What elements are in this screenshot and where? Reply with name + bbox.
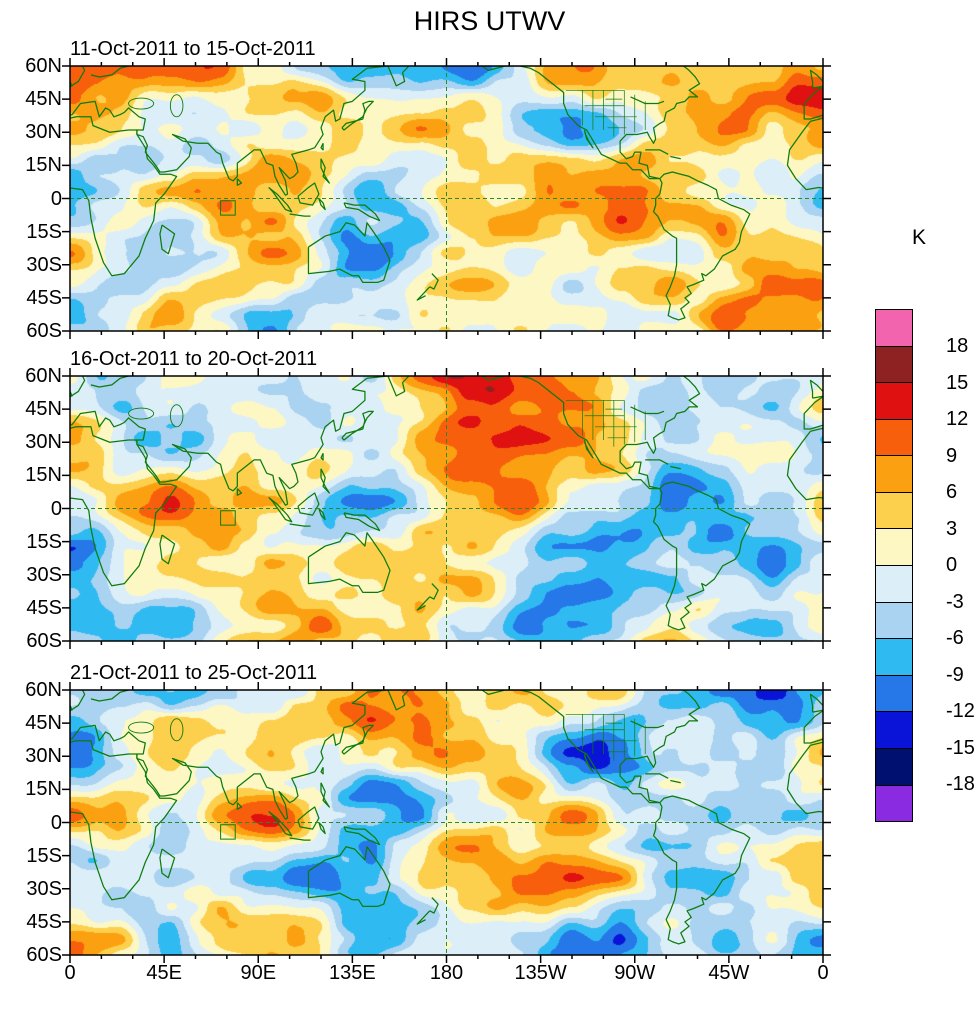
colorbar-swatch: [875, 674, 913, 713]
lat-tick-label: 60S: [26, 944, 62, 966]
lat-axis-labels: 60N 45N 30N 15N 0 15S 30S 45S 60S: [6, 365, 62, 652]
lat-tick-label: 60N: [25, 365, 62, 387]
lon-tick-label: 90W: [614, 962, 656, 984]
colorbar-tick-label: 6: [946, 481, 958, 503]
colorbar-swatch: [875, 455, 913, 493]
colorbar-tick-label: -9: [946, 663, 964, 686]
colorbar-tick-label: 9: [946, 444, 958, 467]
lat-tick-label: 0: [50, 497, 62, 520]
panel-date-label: 11-Oct-2011 to 15-Oct-2011: [70, 38, 316, 60]
lon-tick-label: 0: [64, 962, 76, 984]
map-plot: 60N 45N 30N 15N 0 15S 30S 45S 60S: [25, 55, 831, 342]
lat-tick-label: 0: [50, 811, 62, 834]
lat-tick-label: 30N: [25, 121, 62, 144]
colorbar-swatch: [875, 747, 913, 786]
map-plot: 60N 45N 30N 15N 0 15S 30S 45S 60S: [25, 679, 831, 966]
lat-tick-label: 45N: [25, 712, 62, 735]
lat-tick-label: 60S: [26, 320, 62, 342]
map-panel-1: 11-Oct-2011 to 15-Oct-2011 60N 45N 30N 15N 0…: [0, 38, 979, 342]
colorbar-swatch: [875, 638, 913, 676]
lat-tick-label: 60N: [25, 55, 62, 77]
coastlines-overlay: [70, 376, 823, 641]
colorbar-swatch: [875, 309, 913, 347]
lat-tick-label: 45S: [26, 910, 62, 933]
lat-tick-label: 45S: [26, 596, 62, 619]
lat-tick-label: 15S: [26, 530, 62, 553]
map-panel-3: 21-Oct-2011 to 25-Oct-2011 60N 45N 30N 15N 0…: [0, 662, 979, 966]
colorbar-tick-label: -12: [946, 700, 975, 722]
colorbar-tick-label: -15: [946, 736, 975, 759]
axes-frame: [62, 58, 831, 339]
lon-tick-label: 135E: [329, 962, 376, 984]
colorbar-swatch: [875, 601, 913, 640]
lat-axis-labels: 60N 45N 30N 15N 0 15S 30S 45S 60S: [6, 55, 62, 342]
axes-frame: [62, 682, 831, 963]
colorbar-swatch: [875, 418, 913, 457]
colorbar-tick-label: -18: [946, 773, 975, 795]
lat-tick-label: 15S: [26, 844, 62, 867]
colorbar-labels: 18 15 12 9 6 3 0 -3 -6 -9 -12 -15 -18: [946, 336, 975, 795]
colorbar-tick-label: 15: [946, 371, 969, 394]
lat-tick-label: 60N: [25, 679, 62, 701]
lat-tick-label: 15N: [25, 464, 62, 487]
colorbar-swatch: [875, 491, 913, 530]
colorbar-tick-label: 12: [946, 408, 969, 430]
lat-tick-label: 30S: [26, 253, 62, 276]
lat-tick-label: 45N: [25, 88, 62, 111]
colorbar-swatch: [875, 784, 913, 823]
colorbar-swatch: [875, 528, 913, 567]
lat-tick-label: 0: [50, 187, 62, 210]
lon-tick-label: 45W: [708, 962, 750, 984]
lat-tick-label: 15N: [25, 154, 62, 177]
colorbar-swatch: [875, 565, 913, 603]
colorbar: [875, 309, 913, 823]
map-plot: 60N 45N 30N 15N 0 15S 30S 45S 60S: [25, 365, 831, 652]
lon-tick-label: 90E: [240, 962, 277, 984]
colorbar-tick-label: -3: [946, 590, 964, 613]
colorbar-unit-label: K: [912, 226, 927, 249]
colorbar-tick-label: -6: [946, 627, 964, 649]
lat-tick-label: 45S: [26, 286, 62, 309]
lat-tick-label: 30N: [25, 431, 62, 454]
axes-frame: [62, 368, 831, 649]
colorbar-swatch: [875, 711, 913, 749]
lat-tick-label: 30S: [26, 877, 62, 900]
lat-tick-label: 30S: [26, 563, 62, 586]
panel-date-label: 16-Oct-2011 to 20-Oct-2011: [70, 348, 318, 370]
colorbar-swatch: [875, 382, 913, 420]
lat-tick-label: 15N: [25, 778, 62, 801]
map-panel-2: 16-Oct-2011 to 20-Oct-2011 60N 45N 30N 15N 0…: [0, 348, 979, 652]
lon-tick-label: 0: [817, 962, 829, 984]
coastlines-overlay: [70, 66, 823, 331]
lat-tick-label: 45N: [25, 398, 62, 421]
colorbar-tick-label: 0: [946, 554, 958, 576]
lon-axis-labels: 0 45E 90E 135E 180 135W 90W 45W 0: [37, 962, 856, 985]
colorbar-tick-label: 3: [946, 517, 958, 540]
lon-tick-label: 45E: [146, 962, 182, 984]
colorbar-swatch: [875, 345, 913, 384]
lon-tick-label: 180: [429, 962, 464, 984]
coastlines-overlay: [70, 690, 823, 955]
lat-tick-label: 60S: [26, 630, 62, 652]
colorbar-tick-label: 18: [946, 335, 969, 357]
lat-tick-label: 30N: [25, 745, 62, 768]
lat-axis-labels: 60N 45N 30N 15N 0 15S 30S 45S 60S: [6, 679, 62, 966]
figure-title: HIRS UTWV: [413, 6, 566, 36]
lon-tick-label: 135W: [514, 962, 567, 984]
lat-tick-label: 15S: [26, 220, 62, 243]
panel-date-label: 21-Oct-2011 to 25-Oct-2011: [70, 662, 318, 684]
